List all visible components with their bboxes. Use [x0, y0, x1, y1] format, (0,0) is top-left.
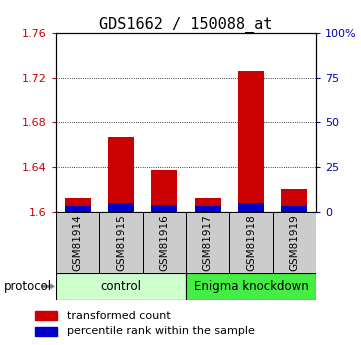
Text: GSM81914: GSM81914 [73, 214, 83, 271]
Bar [108, 137, 134, 212]
Bar [186, 212, 229, 273]
Bar [56, 273, 186, 300]
Title: GDS1662 / 150088_at: GDS1662 / 150088_at [99, 17, 273, 33]
Text: control: control [100, 280, 142, 293]
Text: protocol: protocol [4, 280, 52, 293]
Bar [238, 203, 264, 212]
Bar [281, 206, 307, 212]
Bar [195, 206, 221, 212]
Bar [65, 198, 91, 212]
Text: GSM81915: GSM81915 [116, 214, 126, 271]
Bar [229, 212, 273, 273]
Bar [35, 327, 57, 336]
Bar [108, 203, 134, 212]
Text: Enigma knockdown: Enigma knockdown [193, 280, 308, 293]
Text: GSM81916: GSM81916 [159, 214, 169, 271]
Bar [143, 212, 186, 273]
Text: percentile rank within the sample: percentile rank within the sample [67, 326, 255, 336]
Bar [99, 212, 143, 273]
Bar [273, 212, 316, 273]
Text: GSM81918: GSM81918 [246, 214, 256, 271]
Text: GSM81919: GSM81919 [289, 214, 299, 271]
Bar [56, 212, 99, 273]
Bar [35, 312, 57, 320]
Bar [195, 198, 221, 212]
Text: GSM81917: GSM81917 [203, 214, 213, 271]
Text: transformed count: transformed count [67, 311, 171, 321]
Bar [238, 71, 264, 212]
Bar [186, 273, 316, 300]
Bar [281, 189, 307, 212]
Bar [65, 206, 91, 212]
Bar [151, 205, 177, 212]
Bar [151, 170, 177, 212]
